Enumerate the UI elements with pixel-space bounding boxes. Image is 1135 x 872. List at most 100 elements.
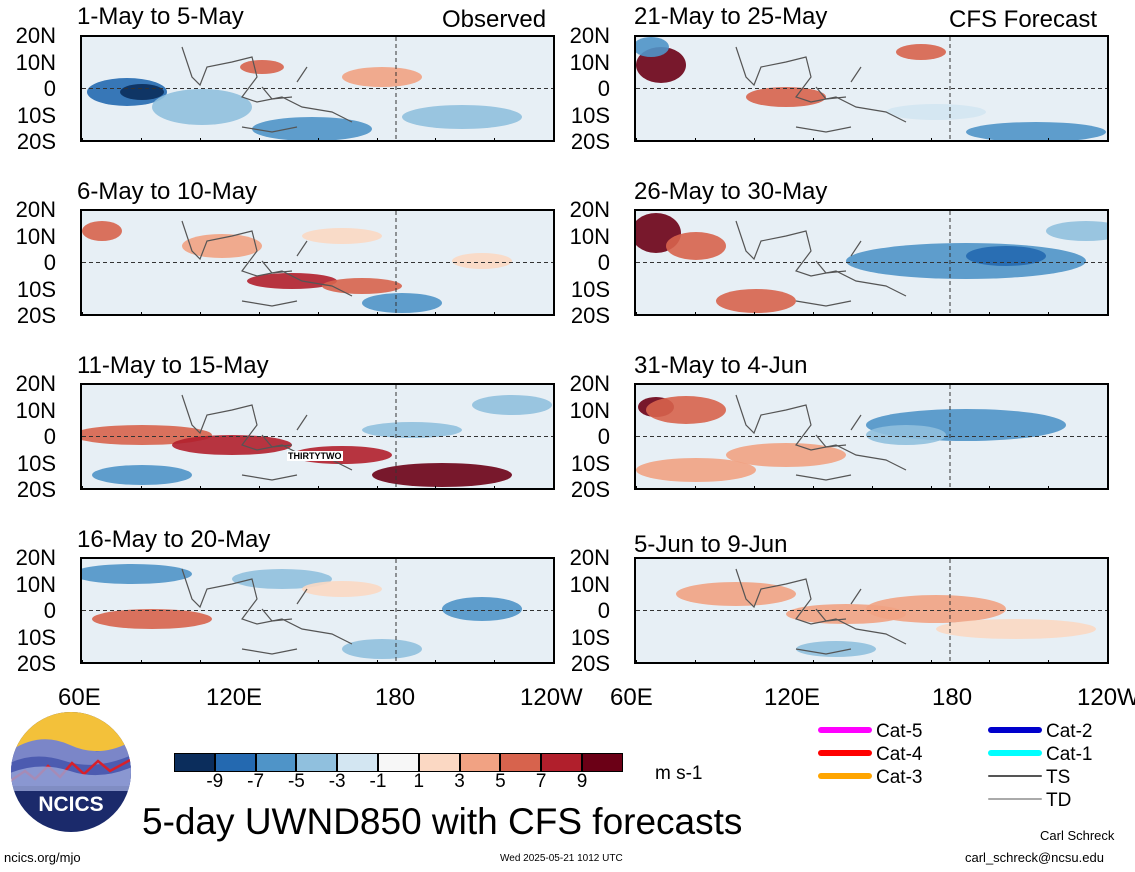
- map-panel-8: [634, 557, 1109, 664]
- main-title: 5-day UWND850 with CFS forecasts: [142, 801, 743, 842]
- colorbar-tick-label: 5: [495, 771, 506, 792]
- lat-label: 20S: [16, 477, 56, 502]
- legend-label: TS: [1046, 767, 1071, 788]
- lat-label: 0: [597, 424, 610, 449]
- lon-tick: [553, 486, 555, 490]
- colorbar-tick-label: 3: [454, 771, 465, 792]
- lon-tick: [871, 312, 873, 316]
- lon-tick: [871, 138, 873, 142]
- lat-label: 10S: [570, 276, 610, 302]
- colorbar-tick-label: -9: [206, 771, 224, 792]
- lon-tick: [989, 660, 991, 664]
- lon-tick: [376, 138, 378, 142]
- legend-label: Cat-2: [1046, 721, 1093, 742]
- lat-label: 10S: [570, 450, 610, 476]
- lon-tick: [82, 660, 83, 664]
- lat-label: 20N: [15, 23, 56, 48]
- lat-label: 20N: [15, 545, 56, 570]
- lon-tick: [82, 312, 83, 316]
- map-panel-3: [80, 383, 555, 490]
- lon-tick: [930, 312, 932, 316]
- lon-tick: [140, 312, 142, 316]
- lat-label: 20S: [16, 303, 56, 328]
- colorbar-cell: [582, 753, 623, 772]
- lat-label: 20N: [569, 23, 610, 48]
- lat-label: 0: [43, 76, 56, 101]
- legend-label: Cat-4: [876, 744, 923, 765]
- lon-tick: [494, 312, 496, 316]
- panel-title-1: 1-May to 5-May: [77, 3, 244, 30]
- lat-label: 0: [597, 598, 610, 623]
- lat-label: 0: [43, 424, 56, 449]
- lon-tick: [140, 660, 142, 664]
- legend-label: Cat-1: [1046, 744, 1093, 765]
- panel-title-2: 6-May to 10-May: [77, 178, 258, 205]
- lon-tick: [1048, 660, 1050, 664]
- lon-tick: [989, 312, 991, 316]
- legend-swatch-cat-3: [818, 773, 872, 779]
- lat-label: 10S: [570, 102, 610, 128]
- footer-author: Carl Schreck: [1040, 828, 1115, 843]
- lon-tick: [140, 138, 142, 142]
- panel-title-3: 11-May to 15-May: [77, 352, 269, 379]
- lon-tick: [199, 312, 201, 316]
- lon-tick: [930, 138, 932, 142]
- cfs-forecast-label: CFS Forecast: [949, 6, 1098, 33]
- lon-tick: [494, 138, 496, 142]
- colorbar-cell: [214, 753, 256, 772]
- panel-title-5: 21-May to 25-May: [634, 3, 828, 30]
- lon-tick: [376, 486, 378, 490]
- lon-tick: [435, 486, 437, 490]
- colorbar-cell: [337, 753, 378, 772]
- map-panel-4: [80, 557, 555, 664]
- colorbar-cell: [500, 753, 542, 772]
- lon-label-180: 180: [375, 684, 416, 711]
- lon-tick: [258, 138, 260, 142]
- lon-tick: [753, 312, 755, 316]
- lon-tick: [258, 486, 260, 490]
- lon-tick: [553, 138, 555, 142]
- lat-label: 20S: [16, 651, 56, 676]
- lon-tick: [694, 660, 696, 664]
- lon-tick: [753, 138, 755, 142]
- map-panel-6: [634, 209, 1109, 316]
- logo-text: NCICS: [38, 793, 103, 816]
- lat-label: 10N: [15, 397, 56, 423]
- lat-label: 20S: [570, 129, 610, 154]
- lon-tick: [494, 486, 496, 490]
- lat-label: 0: [597, 250, 610, 275]
- lat-label: 20N: [15, 371, 56, 396]
- legend-swatch-ts: [988, 775, 1042, 777]
- lon-label-120e: 120E: [206, 684, 263, 711]
- lat-label: 10N: [15, 49, 56, 75]
- colorbar-cell: [174, 753, 215, 772]
- colorbar-cell: [255, 753, 297, 772]
- lon-tick: [435, 660, 437, 664]
- lat-label: 10N: [569, 571, 610, 597]
- lon-tick: [812, 138, 814, 142]
- lon-tick: [1048, 138, 1050, 142]
- lat-label: 10N: [15, 223, 56, 249]
- lon-tick: [317, 660, 319, 664]
- lat-label: 20S: [570, 303, 610, 328]
- lon-tick: [435, 312, 437, 316]
- lon-tick: [140, 486, 142, 490]
- lat-label: 0: [43, 598, 56, 623]
- lon-tick: [317, 138, 319, 142]
- lon-label-120w: 120W: [520, 684, 583, 711]
- legend-swatch-cat-1: [988, 750, 1042, 756]
- lon-tick: [82, 138, 83, 142]
- lon-tick: [1107, 312, 1109, 316]
- lat-label: 20S: [570, 651, 610, 676]
- map-panel-7: [634, 383, 1109, 490]
- lon-label-120e-right: 120E: [764, 684, 821, 711]
- lon-tick: [753, 660, 755, 664]
- lon-tick: [1048, 312, 1050, 316]
- lon-tick: [494, 660, 496, 664]
- lon-tick: [636, 486, 637, 490]
- lon-tick: [636, 138, 637, 142]
- colorbar-cell: [378, 753, 419, 772]
- lat-label: 20N: [569, 545, 610, 570]
- map-panel-2: [80, 209, 555, 316]
- lat-label: 0: [43, 250, 56, 275]
